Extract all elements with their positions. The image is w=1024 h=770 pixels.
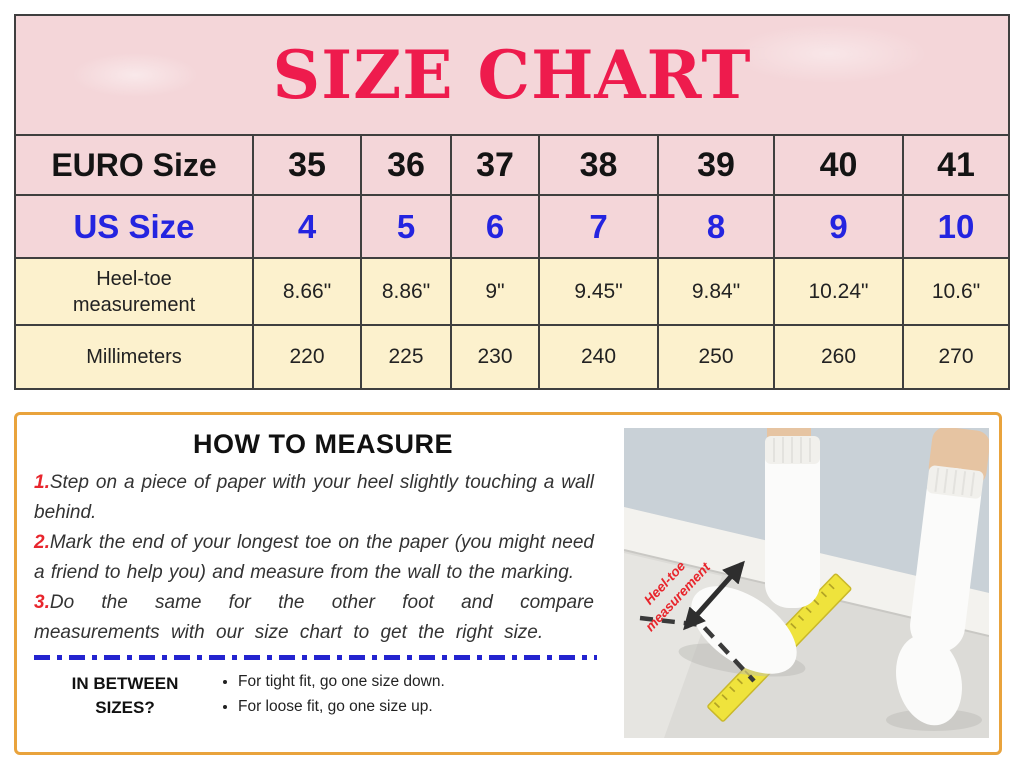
- how-to-measure-heading: HOW TO MEASURE: [192, 429, 453, 459]
- size-cell: 40: [773, 134, 904, 196]
- how-to-measure-panel: HOW TO MEASURE 1.Step on a piece of pape…: [14, 412, 1002, 755]
- size-cell: 6: [450, 194, 540, 259]
- measure-instructions: HOW TO MEASURE 1.Step on a piece of pape…: [34, 415, 612, 720]
- row-label-euro-size: EURO Size: [14, 134, 254, 196]
- right-foot: [896, 634, 962, 726]
- step-2-number: 2.: [34, 532, 50, 553]
- size-cell: 240: [538, 324, 659, 390]
- size-cell: 220: [252, 324, 362, 390]
- step-1-number: 1.: [34, 472, 50, 493]
- step-3-number: 3.: [34, 592, 50, 613]
- size-cell: 5: [360, 194, 452, 259]
- size-cell: 38: [538, 134, 659, 196]
- measure-step-3: 3.Do the same for the other foot and com…: [34, 588, 594, 648]
- size-chart-title-row: SIZE CHART: [14, 14, 1010, 136]
- size-cell: 270: [902, 324, 1010, 390]
- size-cell: 7: [538, 194, 659, 259]
- size-cell: 39: [657, 134, 775, 196]
- size-cell: 10.24": [773, 257, 904, 326]
- size-cell: 10.6": [902, 257, 1010, 326]
- size-cell: 260: [773, 324, 904, 390]
- size-cell: 10: [902, 194, 1010, 259]
- size-cell: 9: [773, 194, 904, 259]
- table-row-heel-toe: Heel-toe measurement 8.66" 8.86" 9" 9.45…: [14, 257, 1010, 326]
- right-sock-ribbing: [934, 467, 976, 497]
- size-cell: 9": [450, 257, 540, 326]
- left-sock-ribbing: [773, 437, 811, 463]
- table-row-us-size: US Size 4 5 6 7 8 9 10: [14, 194, 1010, 259]
- tip-loose-fit: For loose fit, go one size up.: [238, 694, 445, 719]
- measure-step-2: 2.Mark the end of your longest toe on th…: [34, 528, 594, 588]
- size-cell: 37: [450, 134, 540, 196]
- size-cell: 250: [657, 324, 775, 390]
- measure-step-1: 1.Step on a piece of paper with your hee…: [34, 468, 594, 528]
- row-label-us-size: US Size: [14, 194, 254, 259]
- measurement-photo: Heel-toe measurement: [624, 428, 989, 738]
- size-cell: 9.84": [657, 257, 775, 326]
- tip-tight-fit: For tight fit, go one size down.: [238, 669, 445, 694]
- fit-tips-list: For tight fit, go one size down. For loo…: [220, 669, 445, 720]
- measurement-photo-illustration: Heel-toe measurement: [624, 428, 989, 738]
- size-cell: 4: [252, 194, 362, 259]
- size-cell: 41: [902, 134, 1010, 196]
- size-table: SIZE CHART EURO Size 35 36 37 38 39 40 4…: [14, 14, 1010, 390]
- size-cell: 35: [252, 134, 362, 196]
- table-row-euro-size: EURO Size 35 36 37 38 39 40 41: [14, 134, 1010, 196]
- in-between-sizes-section: IN BETWEEN SIZES? For tight fit, go one …: [34, 669, 612, 720]
- row-label-millimeters: Millimeters: [14, 324, 254, 390]
- left-sock: [765, 436, 820, 608]
- size-cell: 9.45": [538, 257, 659, 326]
- step-1-text: Step on a piece of paper with your heel …: [34, 472, 594, 523]
- size-cell: 8: [657, 194, 775, 259]
- size-chart-title: SIZE CHART: [14, 14, 1010, 136]
- right-sock: [910, 467, 982, 653]
- size-cell: 225: [360, 324, 452, 390]
- size-cell: 230: [450, 324, 540, 390]
- dash-dot-divider: [34, 655, 597, 660]
- in-between-sizes-label: IN BETWEEN SIZES?: [71, 674, 179, 717]
- step-3-text: Do the same for the other foot and compa…: [34, 592, 594, 643]
- step-2-text: Mark the end of your longest toe on the …: [34, 532, 594, 583]
- ruler-ticks: [713, 579, 839, 709]
- table-row-millimeters: Millimeters 220 225 230 240 250 260 270: [14, 324, 1010, 390]
- size-cell: 8.86": [360, 257, 452, 326]
- size-cell: 8.66": [252, 257, 362, 326]
- measurement-arrow: [683, 560, 745, 631]
- row-label-heel-toe: Heel-toe measurement: [14, 257, 254, 326]
- dashed-guide-line: [639, 615, 756, 683]
- size-cell: 36: [360, 134, 452, 196]
